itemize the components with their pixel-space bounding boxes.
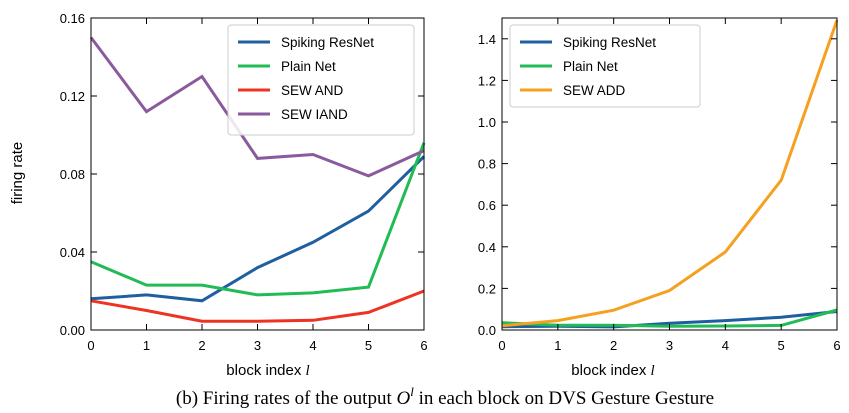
left-y-tick-label: 0.12 bbox=[60, 89, 85, 104]
left-legend-label: Spiking ResNet bbox=[281, 35, 374, 50]
right-x-tick-label: 5 bbox=[778, 338, 785, 353]
left-series-line-spiking-resnet bbox=[90, 155, 426, 303]
left-series-line-sew-and bbox=[90, 289, 425, 323]
caption-prefix: (b) Firing rates of the output bbox=[176, 388, 393, 409]
left-x-tick-label: 2 bbox=[198, 338, 205, 353]
left-legend-box bbox=[227, 24, 415, 136]
right-x-tick-label: 3 bbox=[666, 338, 673, 353]
right-x-tick-label: 1 bbox=[554, 338, 561, 353]
left-x-tick-label: 6 bbox=[420, 338, 427, 353]
left-x-tick-label: 3 bbox=[254, 338, 261, 353]
left-y-tick-label: 0.16 bbox=[60, 11, 85, 26]
right-y-tick-label: 0.6 bbox=[478, 198, 496, 213]
left-y-tick-label: 0.00 bbox=[60, 323, 85, 338]
caption-suffix: in each block on DVS Gesture Gesture bbox=[419, 388, 714, 409]
left-x-axis-label: block index l bbox=[226, 362, 309, 379]
left-series-line-plain-net bbox=[90, 142, 426, 297]
right-y-tick-label: 1.0 bbox=[478, 115, 496, 130]
right-series-line-sew-add bbox=[501, 19, 839, 328]
right-x-axis-label: block index l bbox=[571, 362, 654, 379]
right-x-tick-label: 4 bbox=[722, 338, 729, 353]
right-chart-panel: block index l 0 1 2 3 4 5 6 0.0 0.2 0.4 0.6 0.8 1.0 1… bbox=[478, 17, 841, 379]
left-y-tick-label: 0.08 bbox=[60, 167, 85, 182]
right-legend-label: Plain Net bbox=[563, 59, 618, 74]
right-legend-box bbox=[509, 24, 701, 108]
caption-symbol: O bbox=[396, 388, 410, 409]
left-legend-label: SEW IAND bbox=[281, 107, 348, 122]
left-x-tick-label: 1 bbox=[143, 338, 150, 353]
right-y-tick-label: 1.2 bbox=[478, 73, 496, 88]
right-y-tick-label: 0.0 bbox=[478, 323, 496, 338]
left-y-axis-label: firing rate bbox=[9, 142, 26, 205]
left-y-tick-label: 0.04 bbox=[60, 245, 85, 260]
left-series-line-sew-iand bbox=[89, 36, 425, 178]
left-x-tick-label: 0 bbox=[87, 338, 94, 353]
left-legend-label: Plain Net bbox=[281, 59, 336, 74]
left-x-tick-label: 5 bbox=[365, 338, 372, 353]
caption-superscript: l bbox=[410, 384, 414, 399]
right-legend-label: SEW ADD bbox=[563, 83, 626, 98]
left-x-tick-label: 4 bbox=[309, 338, 316, 353]
right-y-tick-label: 0.4 bbox=[478, 240, 496, 255]
right-x-tick-label: 2 bbox=[610, 338, 617, 353]
left-legend-label: SEW AND bbox=[281, 83, 344, 98]
right-y-tick-label: 1.4 bbox=[478, 32, 496, 47]
right-x-tick-label: 6 bbox=[833, 338, 840, 353]
left-chart-panel: firing rate block index l 0 1 2 3 4 5 6 0.00 0.0… bbox=[9, 11, 428, 379]
right-legend-label: Spiking ResNet bbox=[563, 35, 656, 50]
right-y-tick-label: 0.8 bbox=[478, 157, 496, 172]
right-x-tick-label: 0 bbox=[498, 338, 505, 353]
right-y-tick-label: 0.2 bbox=[478, 281, 496, 296]
figure-caption: (b) Firing rates of the output Ol in eac… bbox=[176, 384, 714, 409]
